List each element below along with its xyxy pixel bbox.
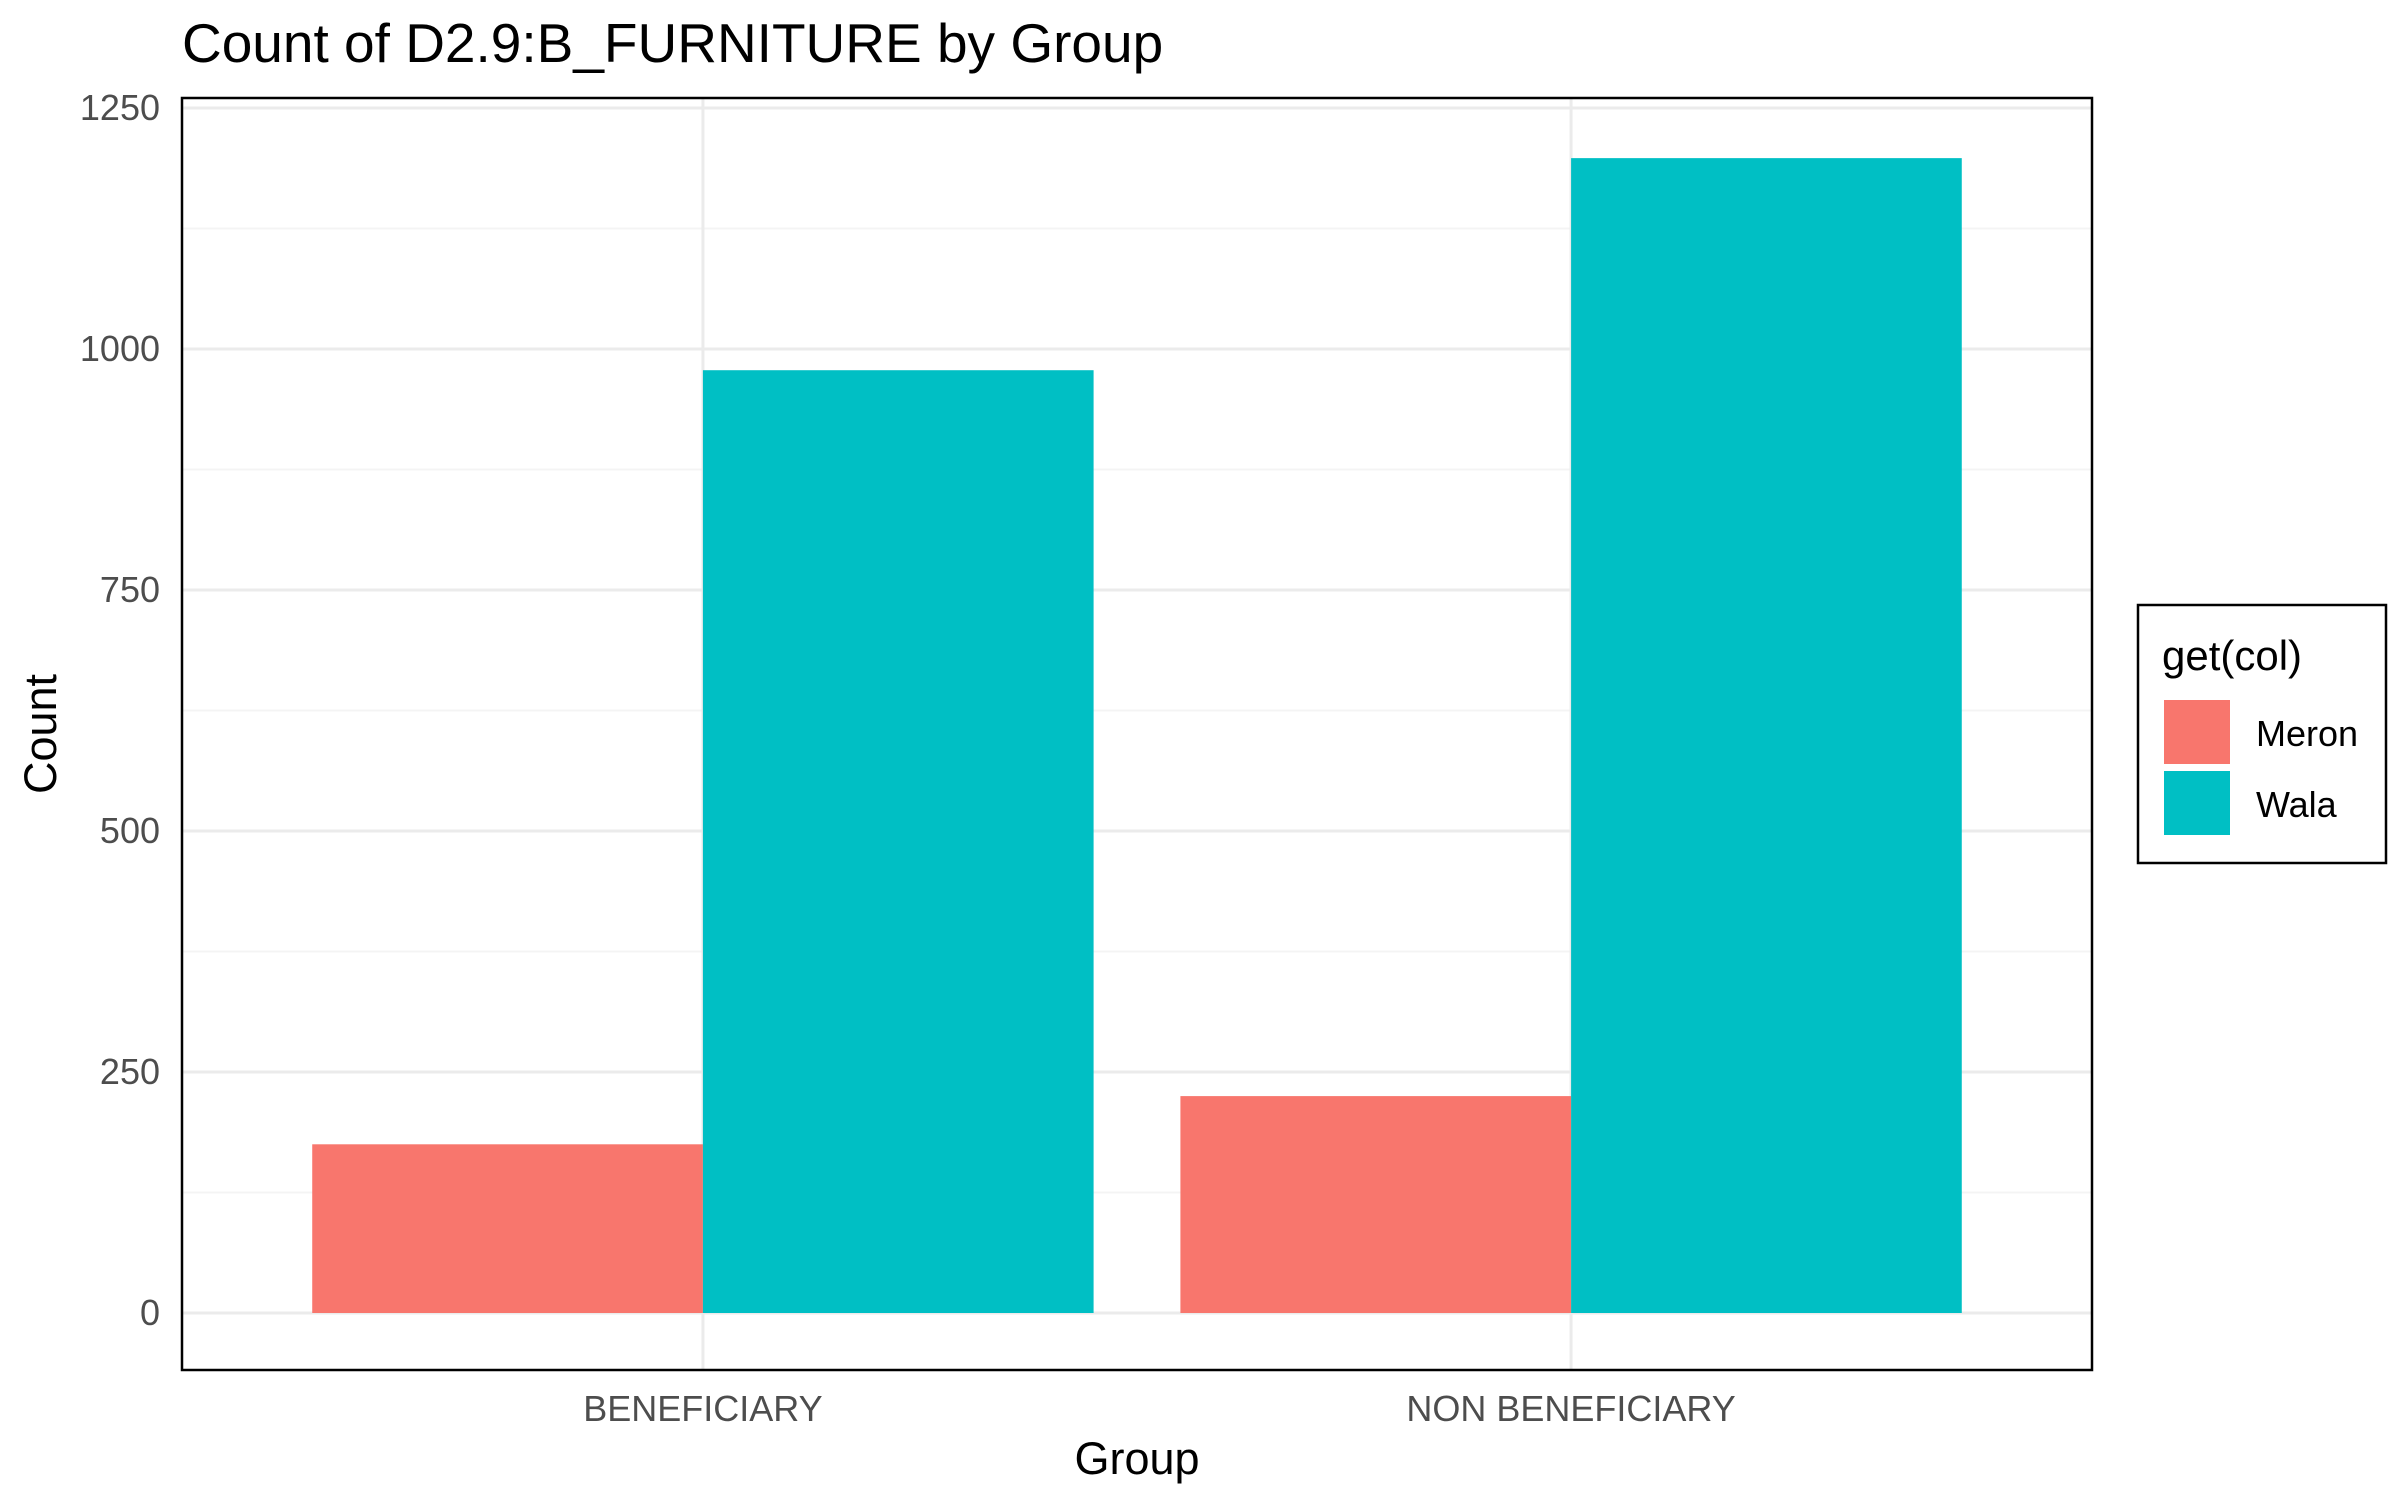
y-tick-label: 750 xyxy=(100,569,160,610)
y-tick-label: 250 xyxy=(100,1051,160,1092)
y-tick-label: 1000 xyxy=(80,328,160,369)
x-tick-label: NON BENEFICIARY xyxy=(1406,1388,1735,1429)
x-tick-label: BENEFICIARY xyxy=(583,1388,822,1429)
legend-swatch-wala xyxy=(2164,771,2230,835)
chart-title: Count of D2.9:B_FURNITURE by Group xyxy=(182,12,1163,74)
legend-title: get(col) xyxy=(2162,632,2302,679)
panel-border xyxy=(180,96,2094,1372)
x-axis-ticks: BENEFICIARY NON BENEFICIARY xyxy=(583,1388,1736,1429)
y-axis-ticks: 0 250 500 750 1000 1250 xyxy=(80,87,160,1333)
bar-meron-non-beneficiary xyxy=(1180,1096,1572,1313)
legend: get(col) Meron Wala xyxy=(2136,603,2388,865)
y-tick-label: 500 xyxy=(100,810,160,851)
y-tick-label: 0 xyxy=(140,1292,160,1333)
x-axis-title: Group xyxy=(1074,1433,1199,1484)
bar-wala-non-beneficiary xyxy=(1571,158,1962,1313)
bars xyxy=(312,158,1962,1313)
bar-meron-beneficiary xyxy=(312,1144,703,1313)
legend-swatch-meron xyxy=(2164,700,2230,764)
y-tick-label: 1250 xyxy=(80,87,160,128)
y-axis-title: Count xyxy=(15,673,66,794)
legend-label-meron: Meron xyxy=(2256,713,2358,754)
legend-label-wala: Wala xyxy=(2256,784,2338,825)
bar-wala-beneficiary xyxy=(702,370,1094,1313)
